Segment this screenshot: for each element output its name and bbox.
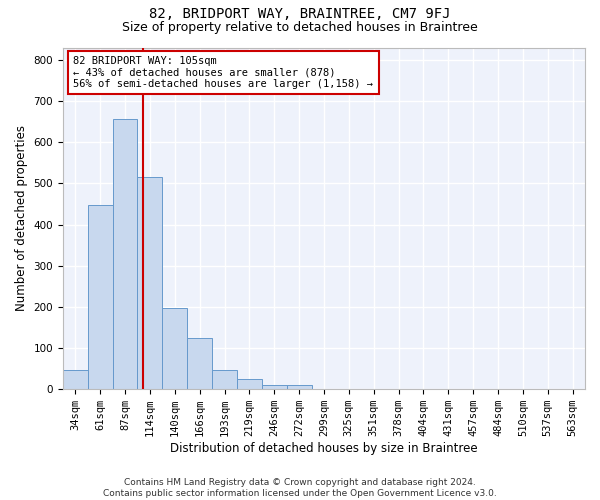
Bar	[88, 205, 113, 389]
Bar	[287, 385, 311, 389]
Y-axis label: Number of detached properties: Number of detached properties	[15, 126, 28, 312]
Bar	[63, 370, 88, 389]
Bar	[113, 118, 137, 389]
Bar	[212, 370, 237, 389]
Text: Contains HM Land Registry data © Crown copyright and database right 2024.
Contai: Contains HM Land Registry data © Crown c…	[103, 478, 497, 498]
Bar	[237, 379, 262, 389]
Text: 82, BRIDPORT WAY, BRAINTREE, CM7 9FJ: 82, BRIDPORT WAY, BRAINTREE, CM7 9FJ	[149, 8, 451, 22]
Text: Size of property relative to detached houses in Braintree: Size of property relative to detached ho…	[122, 21, 478, 34]
Bar	[262, 385, 287, 389]
X-axis label: Distribution of detached houses by size in Braintree: Distribution of detached houses by size …	[170, 442, 478, 455]
Bar	[187, 338, 212, 389]
Bar	[163, 308, 187, 389]
Bar	[137, 177, 163, 389]
Text: 82 BRIDPORT WAY: 105sqm
← 43% of detached houses are smaller (878)
56% of semi-d: 82 BRIDPORT WAY: 105sqm ← 43% of detache…	[73, 56, 373, 89]
